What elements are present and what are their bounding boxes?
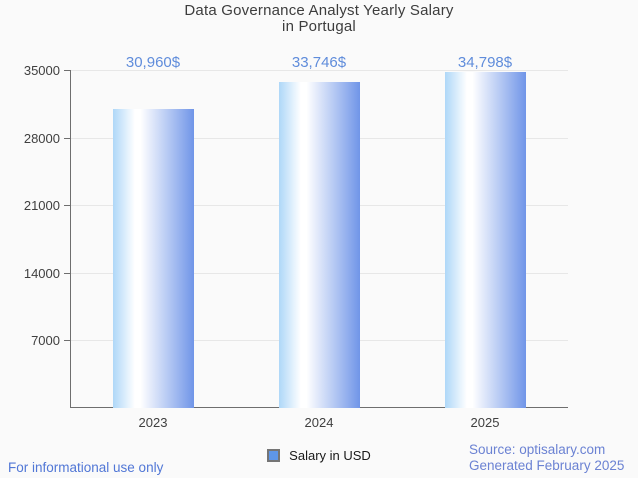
y-axis-label-35000: 35000 bbox=[23, 63, 60, 78]
y-axis-label-28000: 28000 bbox=[23, 130, 60, 146]
y-tickmark-21000 bbox=[64, 205, 70, 207]
chart-title-line2: in Portugal bbox=[282, 18, 356, 35]
disclaimer-text: For informational use only bbox=[8, 460, 164, 475]
y-axis-label-14000: 14000 bbox=[23, 265, 60, 281]
x-axis-label-2023: 2023 bbox=[138, 415, 168, 430]
x-axis-label-2024: 2024 bbox=[304, 415, 334, 430]
chart-title-line1: Data Governance Analyst Yearly Salary bbox=[184, 2, 454, 19]
y-tickmark-14000 bbox=[64, 272, 70, 274]
y-tickmark-28000 bbox=[64, 137, 70, 139]
plot-area: 7000 14000 21000 28000 35000 30,960$ 2023 33,74… bbox=[24, 54, 568, 430]
source-attribution: Source: optisalary.com Generated Februar… bbox=[469, 442, 624, 474]
legend-swatch-icon bbox=[267, 449, 281, 462]
bar-2023[interactable] bbox=[112, 109, 194, 408]
x-axis-label-2025: 2025 bbox=[470, 415, 500, 430]
bar-2024[interactable] bbox=[278, 82, 360, 408]
y-tickmark-7000 bbox=[64, 340, 70, 342]
legend-label: Salary in USD bbox=[289, 448, 371, 463]
value-label-2023: 30,960$ bbox=[125, 54, 181, 71]
gridline-35000 bbox=[70, 70, 568, 71]
legend: Salary in USD bbox=[0, 448, 638, 463]
source-line: Source: optisalary.com bbox=[469, 442, 606, 457]
chart-title: Data Governance Analyst Yearly Salary in… bbox=[0, 3, 638, 35]
y-axis-label-21000: 21000 bbox=[23, 198, 60, 214]
value-label-2025: 34,798$ bbox=[457, 54, 513, 71]
generated-line: Generated February 2025 bbox=[469, 458, 625, 473]
bar-2025[interactable] bbox=[444, 71, 526, 408]
y-axis-line bbox=[70, 70, 71, 408]
y-tickmark-35000 bbox=[64, 70, 70, 71]
y-axis-label-7000: 7000 bbox=[31, 333, 60, 349]
value-label-2024: 33,746$ bbox=[291, 54, 347, 71]
